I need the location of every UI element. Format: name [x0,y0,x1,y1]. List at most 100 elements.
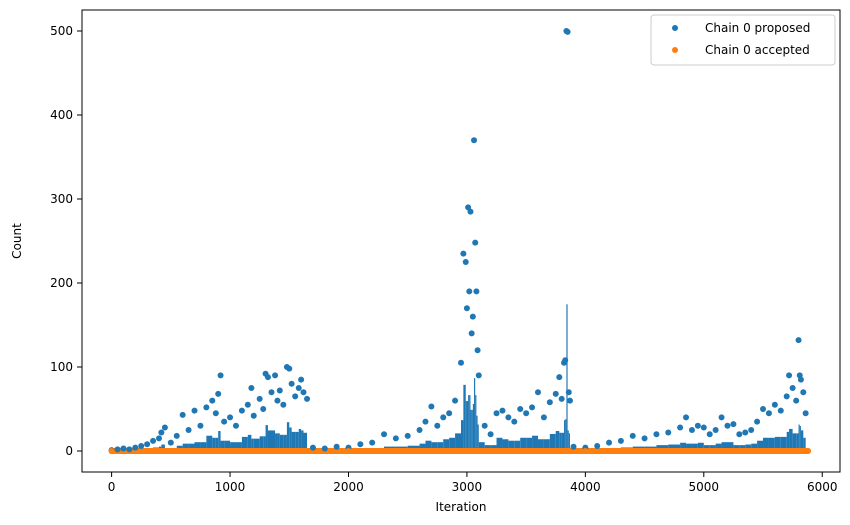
accepted-point [286,448,293,454]
proposed-density-band [470,409,472,451]
proposed-point [357,441,364,448]
proposed-point [463,305,470,312]
proposed-point [114,446,121,453]
proposed-point [748,427,755,433]
proposed-point [688,427,695,433]
proposed-density-band [514,440,521,451]
proposed-point [288,380,295,387]
proposed-density-band [465,401,467,451]
proposed-point [238,407,245,414]
proposed-density-band [468,395,470,451]
proposed-point [434,422,441,429]
accepted-point [700,448,707,454]
proposed-point [280,401,287,408]
proposed-point [197,422,204,429]
legend-box [650,14,836,66]
proposed-point [132,444,139,451]
accepted-point [167,448,174,454]
proposed-point [473,288,480,295]
proposed-density-band [543,439,550,451]
proposed-density-band [686,443,692,451]
proposed-point [304,395,311,402]
proposed-point [481,422,488,429]
proposed-density-band [478,442,485,451]
proposed-point [771,401,778,408]
proposed-density-band [745,444,752,451]
proposed-point [292,393,299,400]
accepted-point [582,448,589,454]
proposed-point [120,445,127,452]
y-tick-label: 0 [65,444,73,458]
proposed-point [333,443,340,450]
points-layer [108,28,812,454]
x-tick-label: 4000 [570,480,601,494]
proposed-point [677,424,684,431]
proposed-point [274,397,281,404]
proposed-density-band [763,437,769,451]
proposed-density-band [182,443,189,451]
proposed-point [215,390,222,397]
x-tick-label: 5000 [689,480,720,494]
proposed-point [499,407,506,414]
proposed-density-band [286,422,290,451]
proposed-density-band [496,437,503,451]
proposed-density-band [567,430,569,451]
proposed-point [268,389,275,396]
proposed-point [606,439,613,446]
proposed-point [742,429,749,436]
proposed-density-band [194,442,201,451]
proposed-density-band [251,438,254,451]
x-axis: 0 1000 2000 3000 4000 5000 6000 [108,472,838,494]
proposed-point [126,446,133,453]
accepted-point [345,448,352,454]
proposed-density-band [463,384,466,451]
x-tick-label: 1000 [215,480,246,494]
proposed-point [227,414,234,421]
proposed-point [683,414,690,421]
proposed-point [487,431,494,438]
proposed-density-band [757,440,764,451]
proposed-point [467,208,474,215]
legend-marker-proposed [672,25,678,31]
proposed-density-band [691,443,698,451]
proposed-density-band [798,424,800,451]
proposed-point [158,429,165,436]
proposed-density-band [555,431,560,451]
proposed-point [475,372,482,379]
proposed-point [474,347,481,354]
proposed-point [765,410,772,417]
proposed-density-band [443,439,450,451]
proposed-density-band [289,427,292,451]
proposed-density-band [230,442,236,451]
proposed-density-band [508,440,515,451]
proposed-density-band [425,440,432,451]
proposed-density-band [466,401,469,451]
proposed-density-band [803,437,806,451]
y-tick-label: 500 [50,24,73,38]
proposed-density-band [275,433,278,451]
proposed-density-band [568,433,570,451]
proposed-point [217,372,224,379]
proposed-point [724,422,731,429]
legend-label-accepted: Chain 0 accepted [705,43,810,57]
proposed-density-band [549,433,556,451]
proposed-point [534,389,541,396]
proposed-density-band [200,442,207,451]
proposed-point [155,435,162,442]
proposed-point [754,418,761,425]
x-tick-label: 6000 [807,480,838,494]
proposed-point [452,397,459,404]
y-axis-title: Count [10,223,24,259]
proposed-density-band [253,438,260,451]
proposed-point [558,395,565,402]
proposed-density-band [271,430,276,451]
proposed-point [665,429,672,436]
x-tick-label: 3000 [452,480,483,494]
proposed-point [511,418,518,425]
proposed-point [795,337,802,344]
proposed-point [564,28,571,35]
proposed-point [295,385,302,391]
proposed-density-band [301,430,304,451]
proposed-point [458,359,464,366]
proposed-density-band [768,437,775,451]
